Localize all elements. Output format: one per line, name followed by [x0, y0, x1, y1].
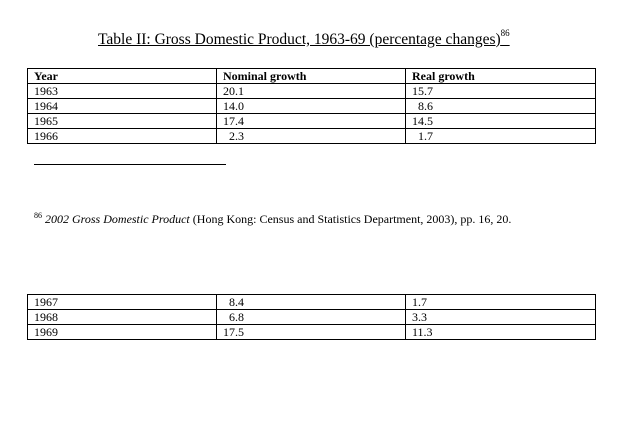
table-row: 1967 8.4 1.7: [27, 294, 596, 310]
footnote-details: (Hong Kong: Census and Statistics Depart…: [189, 212, 512, 226]
year-cell: 1964: [27, 98, 217, 114]
footnote-separator: [34, 164, 226, 165]
header-row: Year Nominal growth Real growth: [27, 68, 596, 84]
footnote-reference: 86: [500, 28, 510, 38]
real-growth-cell: 15.7: [405, 83, 596, 99]
nominal-growth-cell: 14.0: [216, 98, 406, 114]
table-title: Table II: Gross Domestic Product, 1963-6…: [98, 28, 510, 49]
year-cell: 1965: [27, 113, 217, 129]
year-cell: 1969: [27, 324, 217, 340]
nominal-growth-cell: 17.4: [216, 113, 406, 129]
real-growth-cell: 1.7: [405, 128, 596, 144]
year-cell: 1963: [27, 83, 217, 99]
nominal-growth-cell: 17.5: [216, 324, 406, 340]
real-growth-cell: 11.3: [405, 324, 596, 340]
header-nominal-growth: Nominal growth: [216, 68, 406, 84]
real-growth-cell: 3.3: [405, 309, 596, 325]
footnote-work-title: 2002 Gross Domestic Product: [45, 212, 190, 226]
table-row: 1966 2.3 1.7: [27, 128, 596, 144]
year-cell: 1966: [27, 128, 217, 144]
real-growth-cell: 14.5: [405, 113, 596, 129]
gdp-table-part-2: 1967 8.4 1.7 1968 6.8 3.3 1969 17.5 11.3: [27, 294, 596, 340]
year-cell: 1967: [27, 294, 217, 310]
table-row: 1969 17.5 11.3: [27, 324, 596, 340]
footnote-mark: 86: [34, 211, 42, 220]
gdp-table-part-1: Year Nominal growth Real growth 1963 20.…: [27, 68, 596, 144]
header-real-growth: Real growth: [405, 68, 596, 84]
table-row: 1965 17.4 14.5: [27, 113, 596, 129]
table-row: 1963 20.1 15.7: [27, 83, 596, 99]
table-title-text: Table II: Gross Domestic Product, 1963-6…: [98, 31, 501, 48]
nominal-growth-cell: 2.3: [216, 128, 406, 144]
year-cell: 1968: [27, 309, 217, 325]
nominal-growth-cell: 6.8: [216, 309, 406, 325]
real-growth-cell: 8.6: [405, 98, 596, 114]
header-year: Year: [27, 68, 217, 84]
table-row: 1964 14.0 8.6: [27, 98, 596, 114]
nominal-growth-cell: 20.1: [216, 83, 406, 99]
real-growth-cell: 1.7: [405, 294, 596, 310]
nominal-growth-cell: 8.4: [216, 294, 406, 310]
table-row: 1968 6.8 3.3: [27, 309, 596, 325]
footnote: 86 2002 Gross Domestic Product (Hong Kong…: [34, 211, 512, 227]
